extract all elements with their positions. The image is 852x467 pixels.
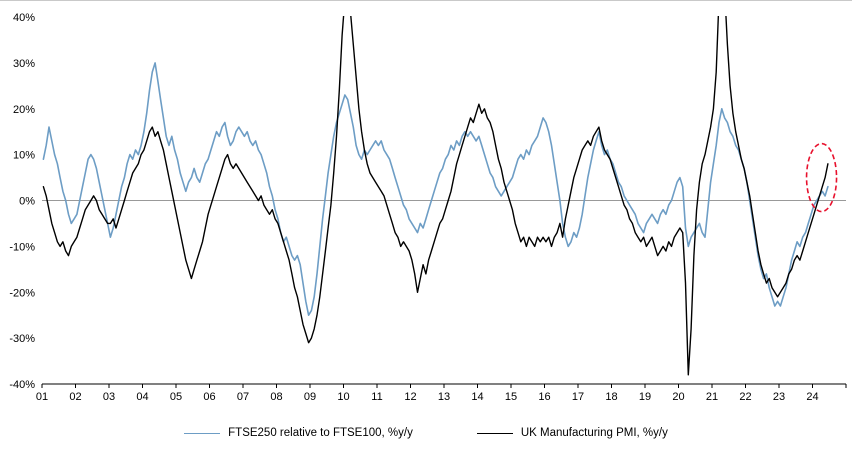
legend-item-ftse250: FTSE250 relative to FTSE100, %y/y (184, 427, 413, 439)
y-tick-label: 40% (13, 12, 35, 24)
x-tick-label: 17 (572, 391, 584, 403)
y-tick-label: 20% (13, 104, 35, 116)
x-tick-label: 03 (103, 391, 115, 403)
x-tick-label: 10 (337, 391, 349, 403)
legend-label-ftse250: FTSE250 relative to FTSE100, %y/y (228, 427, 413, 439)
legend-line-sample-black (476, 432, 513, 434)
x-tick-label: 22 (739, 391, 751, 403)
y-tick-label: -10% (9, 241, 35, 253)
highlight-ellipse (805, 142, 838, 213)
x-tick-label: 11 (371, 391, 382, 403)
x-tick-label: 16 (538, 391, 550, 403)
chart-legend: FTSE250 relative to FTSE100, %y/y UK Man… (0, 413, 852, 439)
x-tick-label: 08 (270, 391, 282, 403)
y-tick-label: 10% (13, 150, 35, 162)
x-tick-label: 15 (505, 391, 517, 403)
x-tick-label: 04 (136, 391, 148, 403)
x-tick-label: 20 (672, 391, 684, 403)
x-tick-label: 12 (404, 391, 416, 403)
x-tick-label: 01 (36, 391, 48, 403)
y-tick-label: 0% (19, 196, 35, 208)
legend-line-sample-blue (184, 432, 221, 434)
series-line-1 (42, 16, 829, 376)
y-tick-label: -30% (9, 333, 35, 345)
x-tick-label: 19 (639, 391, 651, 403)
y-tick-label: -20% (9, 287, 35, 299)
x-tick-label: 02 (69, 391, 81, 403)
x-tick-label: 06 (203, 391, 215, 403)
series-line-0 (42, 62, 829, 317)
x-tick-label: 07 (237, 391, 249, 403)
x-tick-label: 05 (170, 391, 182, 403)
x-tick-label: 23 (773, 391, 785, 403)
legend-label-pmi: UK Manufacturing PMI, %y/y (520, 427, 668, 439)
legend-item-pmi: UK Manufacturing PMI, %y/y (476, 427, 668, 439)
x-tick-label: 14 (471, 391, 483, 403)
x-tick-label: 09 (304, 391, 316, 403)
x-tick-label: 24 (806, 391, 818, 403)
x-tick-label: 18 (605, 391, 617, 403)
line-chart-canvas: 01 02 03 04 05 06 07 08 09 10 11 12 13 14 15 16 17 18 19 20… (9, 12, 847, 403)
y-tick-label: -40% (9, 379, 35, 391)
y-tick-label: 30% (13, 58, 35, 70)
x-tick-label: 21 (706, 391, 718, 403)
x-tick-label: 13 (438, 391, 450, 403)
